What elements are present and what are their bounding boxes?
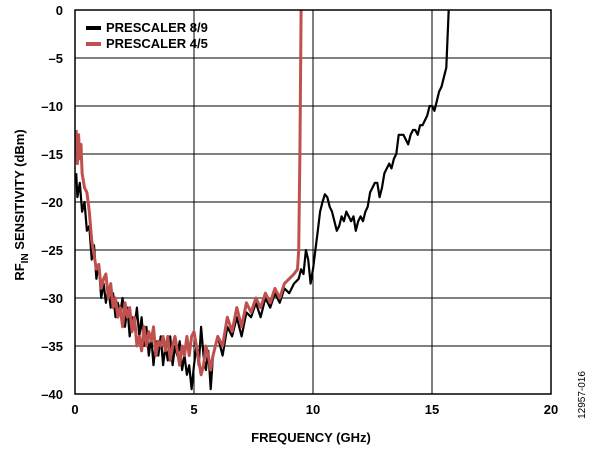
x-tick-label: 5 (190, 402, 197, 417)
y-tick-label: –30 (41, 291, 63, 306)
x-axis-title: FREQUENCY (GHz) (251, 430, 371, 445)
figure-id: 12957-016 (577, 371, 588, 419)
y-tick-label: 0 (56, 3, 63, 18)
x-tick-label: 20 (544, 402, 558, 417)
plot-frame (74, 9, 552, 395)
series-line-prescaler-4-5 (74, 9, 303, 377)
series-layer (74, 9, 450, 391)
legend: PRESCALER 8/9 PRESCALER 4/5 (86, 20, 208, 51)
x-tick-label: 10 (306, 402, 320, 417)
x-tick-label: 0 (71, 402, 78, 417)
y-axis-title-rest: SENSITIVITY (dBm) (12, 129, 27, 253)
x-tick-label: 15 (425, 402, 439, 417)
y-tick-label: –25 (41, 243, 63, 258)
y-axis-title: RFIN SENSITIVITY (dBm) (12, 129, 31, 280)
legend-label-prescaler-8-9: PRESCALER 8/9 (106, 20, 208, 35)
tick-labels: 0 5 10 15 20 0 –5 –10 –15 –20 –25 –30 –35 –40 (41, 3, 558, 417)
y-tick-label: –15 (41, 147, 63, 162)
y-axis-title-main: RF (12, 263, 27, 280)
y-axis-title-subscript: IN (20, 253, 31, 263)
y-tick-label: –35 (41, 339, 63, 354)
y-tick-label: –40 (41, 387, 63, 402)
y-tick-label: –10 (41, 99, 63, 114)
y-tick-label: –20 (41, 195, 63, 210)
legend-label-prescaler-4-5: PRESCALER 4/5 (106, 36, 208, 51)
y-tick-label: –5 (49, 51, 63, 66)
